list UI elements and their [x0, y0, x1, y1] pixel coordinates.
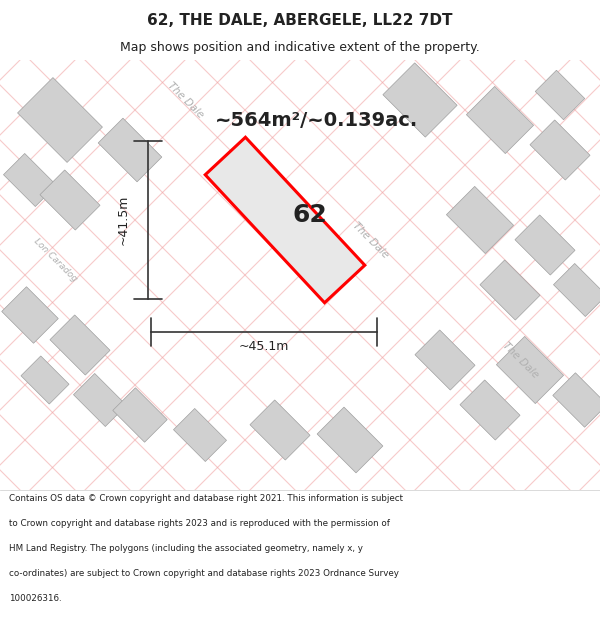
Text: Map shows position and indicative extent of the property.: Map shows position and indicative extent…: [120, 41, 480, 54]
Polygon shape: [21, 356, 69, 404]
Text: The Dale: The Dale: [165, 80, 205, 120]
Polygon shape: [205, 138, 365, 302]
Text: to Crown copyright and database rights 2023 and is reproduced with the permissio: to Crown copyright and database rights 2…: [9, 519, 390, 528]
Text: HM Land Registry. The polygons (including the associated geometry, namely x, y: HM Land Registry. The polygons (includin…: [9, 544, 363, 553]
Polygon shape: [515, 215, 575, 275]
Text: 100026316.: 100026316.: [9, 594, 62, 603]
Text: The Dale: The Dale: [500, 340, 540, 380]
Polygon shape: [553, 264, 600, 316]
Polygon shape: [250, 400, 310, 460]
Text: ~564m²/~0.139ac.: ~564m²/~0.139ac.: [215, 111, 418, 129]
Polygon shape: [530, 120, 590, 180]
Polygon shape: [4, 154, 56, 206]
Polygon shape: [466, 86, 533, 154]
Polygon shape: [2, 287, 58, 343]
Polygon shape: [535, 70, 585, 120]
Text: The Dale: The Dale: [350, 220, 390, 260]
Text: 62, THE DALE, ABERGELE, LL22 7DT: 62, THE DALE, ABERGELE, LL22 7DT: [147, 13, 453, 28]
Polygon shape: [73, 374, 127, 426]
Polygon shape: [460, 380, 520, 440]
Polygon shape: [553, 372, 600, 428]
Polygon shape: [480, 260, 540, 320]
Polygon shape: [50, 315, 110, 375]
Text: ~41.5m: ~41.5m: [117, 195, 130, 245]
Text: 62: 62: [293, 203, 328, 227]
Polygon shape: [173, 409, 227, 461]
Polygon shape: [17, 78, 103, 162]
Polygon shape: [98, 118, 162, 182]
Polygon shape: [113, 388, 167, 442]
Polygon shape: [496, 336, 563, 404]
Text: Contains OS data © Crown copyright and database right 2021. This information is : Contains OS data © Crown copyright and d…: [9, 494, 403, 503]
Text: ~45.1m: ~45.1m: [239, 341, 289, 354]
Polygon shape: [40, 170, 100, 230]
Text: co-ordinates) are subject to Crown copyright and database rights 2023 Ordnance S: co-ordinates) are subject to Crown copyr…: [9, 569, 399, 578]
Polygon shape: [415, 330, 475, 390]
Polygon shape: [383, 63, 457, 137]
Polygon shape: [446, 186, 514, 254]
Polygon shape: [317, 407, 383, 473]
Text: Lon Caradog: Lon Caradog: [32, 237, 79, 283]
